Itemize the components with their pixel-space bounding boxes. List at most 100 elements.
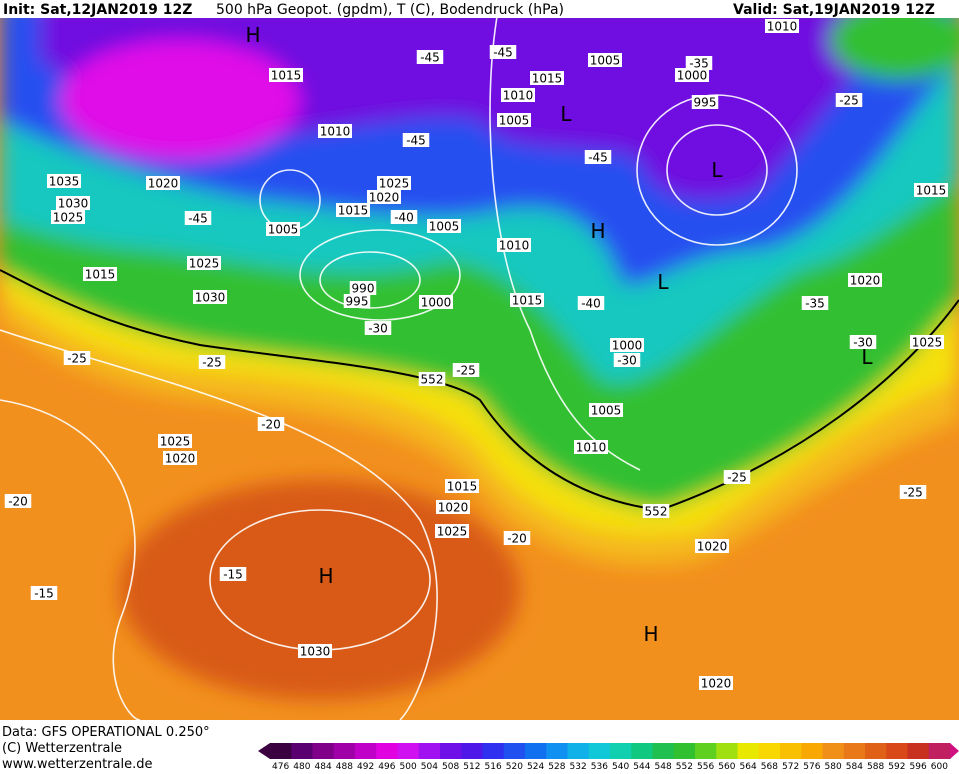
isobar-label: 1020	[148, 177, 179, 191]
isobar-label-box	[266, 222, 300, 236]
colorbar-tick-label: 496	[378, 762, 395, 770]
temperature-label-box	[613, 353, 641, 367]
isobar-label-box	[610, 338, 644, 352]
temperature-label: -25	[727, 471, 747, 485]
colorbar-cell	[695, 743, 717, 759]
colorbar-tick-label: 524	[527, 762, 544, 770]
isobar-label-box	[510, 293, 544, 307]
colorbar-tick-label: 480	[293, 762, 310, 770]
colorbar-tick-label: 584	[846, 762, 863, 770]
isobar-label: 1000	[612, 339, 643, 353]
temperature-label: -35	[689, 57, 709, 71]
temperature-label-box	[899, 485, 927, 499]
init-time: Init: Sat,12JAN2019 12Z	[3, 2, 192, 18]
isobar-label: 1010	[320, 125, 351, 139]
colorbar-tick-label: 504	[421, 762, 438, 770]
colorbar-tick-label: 492	[357, 762, 374, 770]
isobar-label-box	[47, 174, 81, 188]
temperature-label-box	[584, 150, 612, 164]
temperature-label-box	[503, 531, 531, 545]
isobar-label-box	[497, 238, 531, 252]
isobar-label-box	[318, 124, 352, 138]
isobar-label: 1005	[268, 223, 299, 237]
temperature-label-box	[835, 93, 863, 107]
isobar-label-box	[699, 676, 733, 690]
pressure-center: L	[861, 345, 873, 369]
isobar-label: 1005	[499, 114, 530, 128]
isobar-label-box	[298, 644, 332, 658]
colorbar-tick-label: 560	[718, 762, 735, 770]
map-labels: 1010 1015 1005 1015 1000 1010 995 1005 1010 1035 1…	[4, 19, 948, 691]
temperature-label-box	[30, 586, 58, 600]
colorbar-cell	[567, 743, 590, 759]
colorbar-cell	[907, 743, 930, 759]
isobar-label-box	[51, 210, 85, 224]
temperature-label: -25	[67, 352, 87, 366]
colorbar-tick-label: 536	[591, 762, 608, 770]
temperature-label-box	[198, 355, 226, 369]
isobar-label: 1030	[58, 197, 89, 211]
temperature-label: -45	[588, 151, 608, 165]
colorbar-tick-label: 512	[463, 762, 480, 770]
pressure-center: L	[560, 102, 572, 126]
colorbar-cell	[503, 743, 526, 759]
colorbar-cell	[652, 743, 675, 759]
temperature-label: -25	[839, 94, 859, 108]
temperature-label-box	[390, 210, 418, 224]
colorbar-tick-label: 588	[867, 762, 884, 770]
isobar-label: 1020	[701, 677, 732, 691]
isobar-label-box	[83, 267, 117, 281]
isobar-label-box	[158, 434, 192, 448]
isobar-label: 1000	[421, 296, 452, 310]
isobar-label: 1015	[916, 184, 947, 198]
temperature-label: -25	[456, 364, 476, 378]
isobar-label: 1005	[429, 220, 460, 234]
colorbar-tick-label: 548	[655, 762, 672, 770]
colorbar-tick-label: 532	[570, 762, 587, 770]
colorbar-cell	[801, 743, 823, 759]
temperature-label: -20	[8, 495, 28, 509]
isobar-label-box	[530, 71, 564, 85]
isobar-label: 995	[694, 96, 717, 110]
isobar-label: 1020	[369, 191, 400, 205]
colorbar-tick-label: 564	[740, 762, 757, 770]
isobar-label-box	[163, 451, 197, 465]
isobar-label-box	[419, 295, 453, 309]
colorbar-cell	[886, 743, 908, 759]
isobar-label-box	[765, 19, 799, 33]
isobar-label-box	[574, 440, 608, 454]
colorbar-tick-label: 476	[272, 762, 289, 770]
colorbar-tick-label: 520	[506, 762, 523, 770]
pressure-center: H	[643, 622, 658, 646]
colorbar-cell	[758, 743, 781, 759]
temperature-label: -35	[805, 297, 825, 311]
temperature-label: -15	[34, 587, 54, 601]
isobar-label: 1025	[379, 177, 410, 191]
isobar-label-box	[501, 88, 535, 102]
temperature-label: -45	[406, 134, 426, 148]
temperature-label-box	[364, 321, 392, 335]
isobar-label: 1010	[767, 20, 798, 34]
isobar-label-box	[675, 68, 709, 82]
pressure-center: H	[318, 564, 333, 588]
colorbar-cell	[355, 743, 377, 759]
isobar-label: 1015	[447, 480, 478, 494]
colorbar-tick-label: 508	[442, 762, 459, 770]
copyright: (C) Wetterzentrale	[2, 741, 122, 756]
isobar-label: 1015	[85, 268, 116, 282]
colorbar-tick-label: 596	[910, 762, 927, 770]
isobar-label: 1025	[437, 525, 468, 539]
isobar-label-box	[427, 219, 461, 233]
temperature-label: -40	[581, 297, 601, 311]
data-source: Data: GFS OPERATIONAL 0.250°	[2, 725, 210, 740]
temperature-label: -25	[903, 486, 923, 500]
colorbar-tick-label: 576	[803, 762, 820, 770]
isobar-label-box	[367, 190, 401, 204]
isobar-label-box	[336, 203, 370, 217]
header-bar	[0, 0, 959, 18]
temperature-label-box	[63, 351, 91, 365]
colorbar-cell	[843, 743, 866, 759]
isobar-label-box	[589, 403, 623, 417]
colorbar-cell	[631, 743, 653, 759]
